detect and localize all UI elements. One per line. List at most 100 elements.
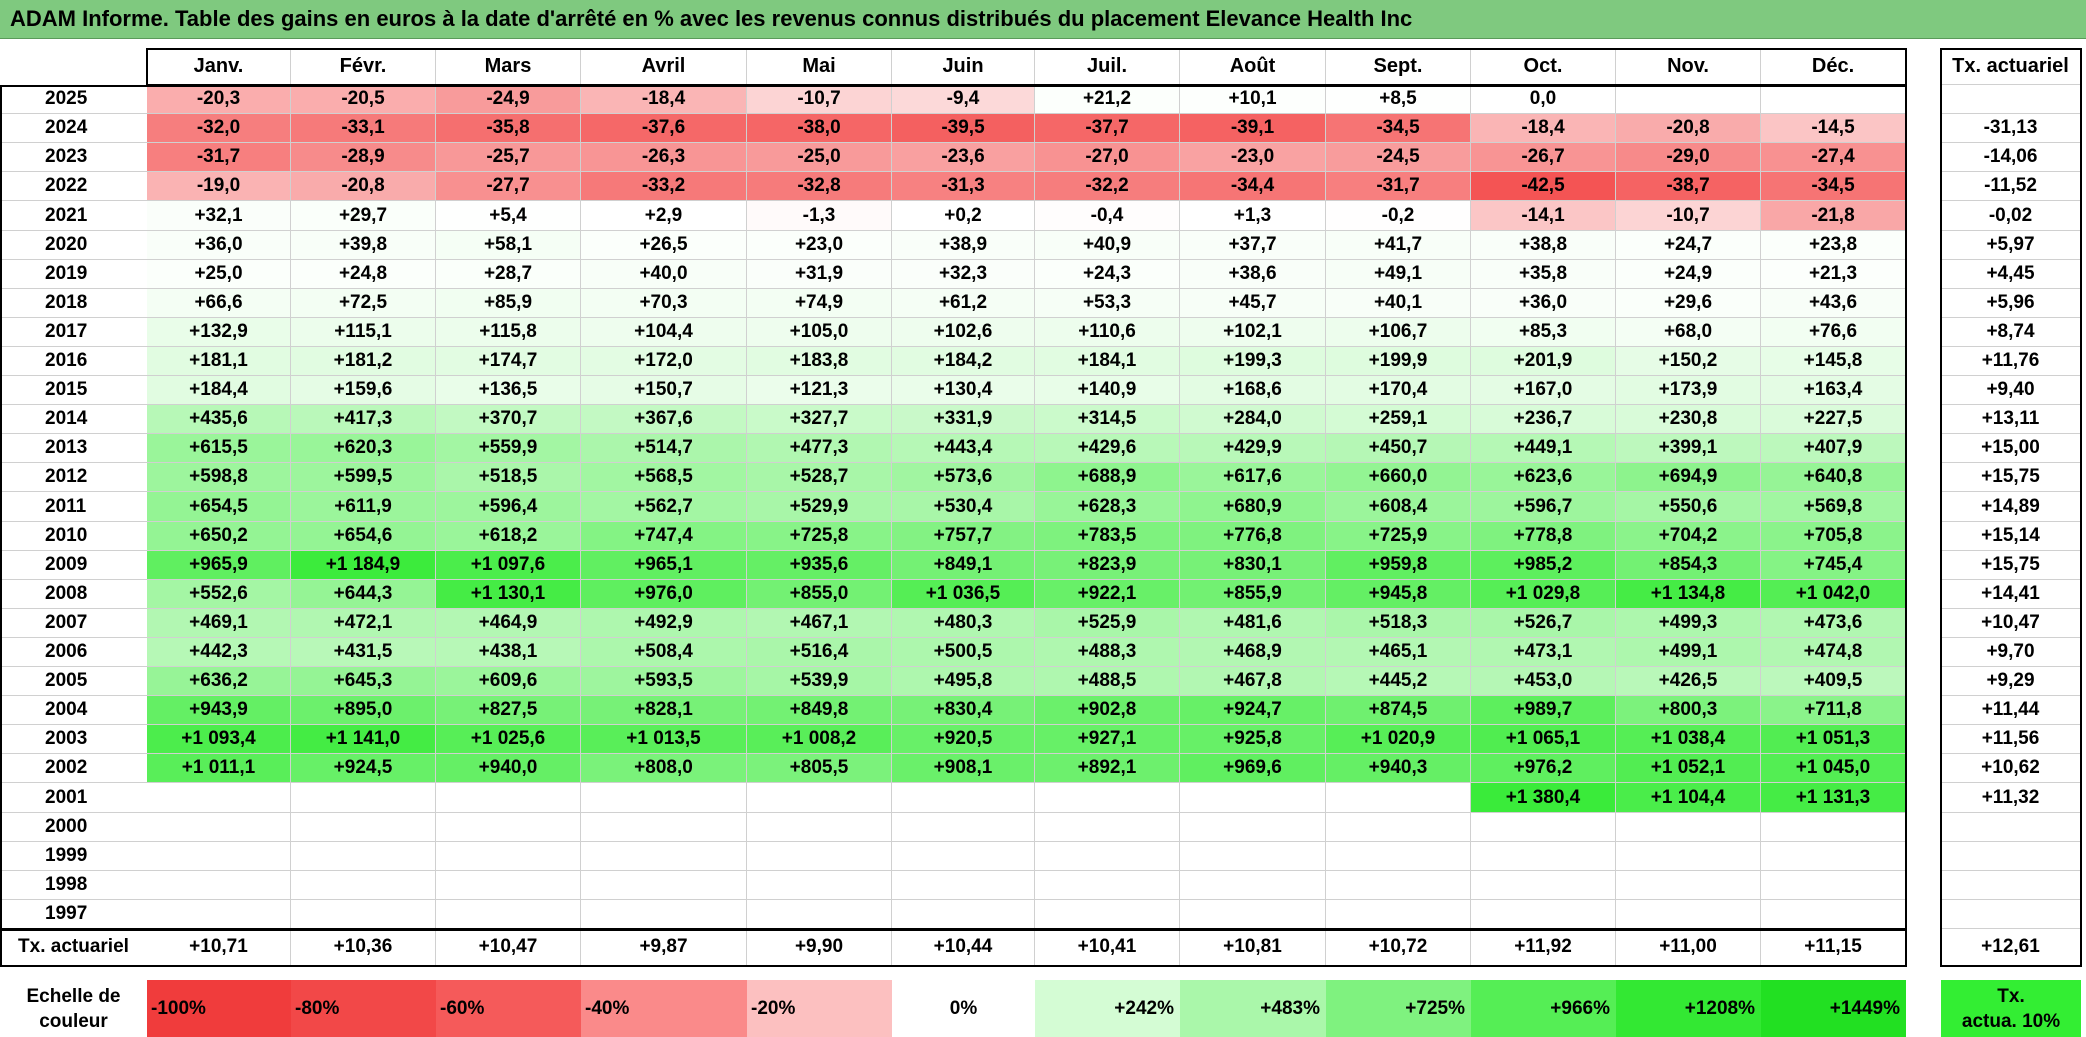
- gain-cell: [436, 871, 581, 900]
- gain-cell: [1616, 85, 1761, 114]
- gain-cell: [892, 900, 1035, 929]
- gain-cell: +529,9: [747, 492, 892, 522]
- row-actuarial-cell: +9,70: [1941, 638, 2081, 667]
- color-scale-actuarial-line2: actua. 10%: [1961, 1010, 2061, 1032]
- year-label: 2013: [0, 434, 147, 463]
- gain-cell: +725,9: [1326, 522, 1471, 551]
- gain-cell: +924,7: [1180, 696, 1326, 725]
- year-label: 1999: [0, 842, 147, 871]
- gain-cell: +170,4: [1326, 376, 1471, 405]
- gain-cell: -27,7: [436, 172, 581, 201]
- gain-cell: +74,9: [747, 289, 892, 318]
- year-label: 1998: [0, 871, 147, 900]
- gain-cell: +28,7: [436, 260, 581, 289]
- gain-cell: +409,5: [1761, 667, 1906, 696]
- gain-cell: +38,6: [1180, 260, 1326, 289]
- gain-cell: +173,9: [1616, 376, 1761, 405]
- gain-cell: +1 008,2: [747, 725, 892, 754]
- gain-cell: +199,3: [1180, 347, 1326, 376]
- gain-cell: +85,3: [1471, 318, 1616, 347]
- gain-cell: [291, 842, 436, 871]
- gain-cell: [1180, 871, 1326, 900]
- year-label: 2016: [0, 347, 147, 376]
- footer-label: Tx. actuariel: [0, 929, 147, 966]
- gain-cell: +130,4: [892, 376, 1035, 405]
- gain-cell: +32,3: [892, 260, 1035, 289]
- gain-cell: +976,0: [581, 580, 747, 609]
- gain-cell: -31,7: [147, 143, 291, 172]
- gain-cell: +367,6: [581, 405, 747, 434]
- gain-cell: -26,7: [1471, 143, 1616, 172]
- gain-cell: +199,9: [1326, 347, 1471, 376]
- gain-cell: +435,6: [147, 405, 291, 434]
- gain-cell: +450,7: [1326, 434, 1471, 463]
- gain-cell: +40,9: [1035, 231, 1180, 260]
- row-actuarial-cell: +4,45: [1941, 260, 2081, 289]
- gain-cell: [436, 900, 581, 929]
- gain-cell: +10,1: [1180, 85, 1326, 114]
- gain-cell: [747, 783, 892, 813]
- gain-cell: +442,3: [147, 638, 291, 667]
- color-scale-swatch: 0%: [892, 980, 1035, 1037]
- year-label: 2000: [0, 813, 147, 842]
- gain-cell: [581, 871, 747, 900]
- footer-actuarial-cell: +11,92: [1471, 929, 1616, 966]
- gain-cell: -24,9: [436, 85, 581, 114]
- row-actuarial-cell: +11,76: [1941, 347, 2081, 376]
- gain-cell: -32,2: [1035, 172, 1180, 201]
- gain-cell: +25,0: [147, 260, 291, 289]
- gain-cell: +1 184,9: [291, 551, 436, 580]
- year-label: 2009: [0, 551, 147, 580]
- gain-cell: +429,6: [1035, 434, 1180, 463]
- gain-cell: +1 141,0: [291, 725, 436, 754]
- gain-cell: +499,3: [1616, 609, 1761, 638]
- month-header: Nov.: [1616, 48, 1761, 85]
- year-label: 2003: [0, 725, 147, 754]
- gain-cell: +518,5: [436, 463, 581, 492]
- gain-cell: +895,0: [291, 696, 436, 725]
- gain-cell: +645,3: [291, 667, 436, 696]
- gain-cell: +481,6: [1180, 609, 1326, 638]
- color-scale-swatch: +966%: [1471, 980, 1616, 1037]
- gain-cell: +596,7: [1471, 492, 1616, 522]
- gain-cell: +474,8: [1761, 638, 1906, 667]
- gain-cell: +823,9: [1035, 551, 1180, 580]
- color-scale-swatch: +1208%: [1616, 980, 1761, 1037]
- gain-cell: +828,1: [581, 696, 747, 725]
- row-actuarial-cell: -31,13: [1941, 114, 2081, 143]
- gain-cell: +5,4: [436, 201, 581, 231]
- gain-cell: +660,0: [1326, 463, 1471, 492]
- gain-cell: +181,1: [147, 347, 291, 376]
- gain-cell: +115,1: [291, 318, 436, 347]
- gain-cell: -33,2: [581, 172, 747, 201]
- gain-cell: +644,3: [291, 580, 436, 609]
- gain-cell: [892, 813, 1035, 842]
- gain-cell: +927,1: [1035, 725, 1180, 754]
- month-header: Mai: [747, 48, 892, 85]
- gain-cell: [1471, 842, 1616, 871]
- gain-cell: +150,2: [1616, 347, 1761, 376]
- gain-cell: +35,8: [1471, 260, 1616, 289]
- gain-cell: +236,7: [1471, 405, 1616, 434]
- gain-cell: +1 042,0: [1761, 580, 1906, 609]
- gain-cell: [1035, 871, 1180, 900]
- gain-cell: +940,0: [436, 754, 581, 783]
- color-scale-swatch: +483%: [1180, 980, 1326, 1037]
- row-actuarial-cell: +15,75: [1941, 551, 2081, 580]
- gain-cell: -26,3: [581, 143, 747, 172]
- gain-cell: +438,1: [436, 638, 581, 667]
- gain-cell: -27,0: [1035, 143, 1180, 172]
- gain-cell: [581, 842, 747, 871]
- gain-cell: [1035, 783, 1180, 813]
- gain-cell: +599,5: [291, 463, 436, 492]
- gain-cell: +174,7: [436, 347, 581, 376]
- row-actuarial-cell: +10,47: [1941, 609, 2081, 638]
- gain-cell: [1761, 85, 1906, 114]
- gain-cell: [1326, 813, 1471, 842]
- gain-cell: +526,7: [1471, 609, 1616, 638]
- footer-actuarial-cell: +10,72: [1326, 929, 1471, 966]
- gain-cell: [747, 842, 892, 871]
- gain-cell: [581, 813, 747, 842]
- gain-cell: +1 051,3: [1761, 725, 1906, 754]
- gain-cell: +680,9: [1180, 492, 1326, 522]
